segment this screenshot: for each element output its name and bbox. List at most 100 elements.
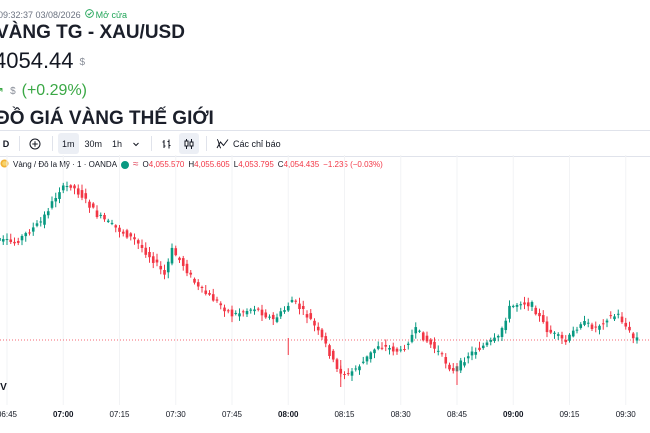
- candle: [39, 217, 43, 227]
- candle: [399, 345, 403, 353]
- candle: [436, 345, 440, 356]
- candle: [451, 363, 455, 374]
- candle: [440, 351, 444, 357]
- price-chart-plot[interactable]: [0, 155, 650, 405]
- candle: [418, 329, 421, 333]
- toolbar-divider: [52, 136, 53, 151]
- candle: [481, 342, 485, 350]
- time-axis-label: 08:15: [334, 410, 355, 419]
- candle: [313, 318, 316, 332]
- candle: [466, 352, 470, 364]
- candle: [598, 324, 601, 335]
- candle: [136, 238, 140, 250]
- candle: [414, 322, 418, 339]
- page-title: VÀNG TG - XAU/USD: [0, 22, 185, 43]
- time-axis-label: 07:45: [221, 410, 243, 419]
- candle: [5, 233, 9, 246]
- legend-close-value: 4,054.435: [283, 160, 320, 169]
- candles-style-button[interactable]: [179, 133, 200, 154]
- legend-open-key: O: [142, 160, 149, 169]
- candle: [28, 229, 31, 236]
- candle: [193, 277, 196, 285]
- candle: [245, 308, 249, 317]
- candle: [253, 305, 256, 315]
- legend-high-value: 4,055.605: [194, 160, 230, 169]
- market-status-dot: [121, 160, 130, 169]
- candle: [395, 347, 399, 355]
- candle: [43, 211, 46, 229]
- candle: [95, 205, 99, 219]
- chevron-down-icon: [132, 140, 140, 148]
- candle: [305, 310, 309, 324]
- candle: [358, 364, 361, 375]
- legend-change: −1.235 (−0.03%): [323, 160, 383, 169]
- candle: [361, 356, 365, 365]
- legend-low-value: 4,053.795: [238, 160, 274, 169]
- change-percent: (+0.29%): [21, 82, 87, 99]
- candle: [301, 300, 305, 315]
- price-currency: $: [79, 56, 86, 68]
- market-status: 09:32:37 03/08/2026 Mở cửa: [0, 9, 127, 20]
- candle: [316, 322, 320, 335]
- price-value: 4054.44: [0, 48, 74, 73]
- candle: [73, 184, 76, 195]
- candle: [549, 325, 553, 335]
- candle: [144, 242, 148, 258]
- compare-symbol-button[interactable]: [25, 133, 45, 154]
- candle: [219, 301, 223, 310]
- candle: [271, 312, 275, 325]
- candle: [166, 258, 170, 279]
- candle: [298, 297, 301, 315]
- up-arrow-icon: ↗: [0, 84, 4, 98]
- candle: [489, 337, 493, 346]
- candle: [151, 252, 155, 269]
- bars-style-button[interactable]: [157, 133, 177, 154]
- candle: [594, 321, 598, 333]
- candle: [290, 296, 294, 304]
- time-axis-label: 06:45: [0, 410, 18, 419]
- candle: [294, 299, 298, 305]
- candle: [170, 243, 174, 266]
- candles-chart-icon: [183, 138, 195, 150]
- interval-1h-button[interactable]: 1h: [112, 138, 123, 149]
- interval-1m-button[interactable]: 1m: [58, 133, 79, 154]
- candle: [433, 337, 436, 354]
- candle: [613, 313, 616, 321]
- candle: [564, 335, 568, 345]
- candle: [148, 247, 151, 263]
- candle: [575, 326, 579, 334]
- candle: [511, 304, 515, 309]
- symbol-dropdown-button[interactable]: D: [2, 138, 10, 149]
- candle: [373, 348, 376, 359]
- candle: [159, 261, 163, 275]
- candle: [429, 338, 433, 348]
- candle: [211, 288, 215, 302]
- candle: [504, 317, 508, 334]
- candle: [215, 296, 219, 303]
- candle: [20, 234, 24, 246]
- interval-dropdown-button[interactable]: [128, 133, 144, 154]
- check-circle-icon: [84, 9, 94, 20]
- interval-30m-button[interactable]: 30m: [84, 138, 103, 149]
- candle: [58, 187, 61, 204]
- candle: [260, 304, 264, 321]
- candle: [185, 259, 189, 277]
- candle: [84, 188, 88, 204]
- candle: [523, 296, 526, 310]
- candle: [1, 235, 5, 245]
- candle: [328, 343, 331, 359]
- legend-symbol[interactable]: Vàng / Đô la Mỹ · 1 · OANDA: [13, 160, 118, 169]
- time-axis-label: 07:15: [109, 410, 130, 419]
- candle: [16, 237, 20, 246]
- candle: [343, 371, 346, 380]
- candle: [65, 181, 69, 192]
- candle: [635, 332, 639, 344]
- candle: [226, 308, 230, 314]
- candle: [103, 212, 106, 222]
- toolbar-divider: [206, 136, 208, 151]
- time-axis-label: 08:45: [446, 410, 468, 419]
- time-axis-label: 07:30: [165, 410, 186, 419]
- indicators-button[interactable]: Các chỉ báo: [212, 133, 285, 154]
- bars-chart-icon: [161, 138, 173, 150]
- candle: [586, 318, 590, 328]
